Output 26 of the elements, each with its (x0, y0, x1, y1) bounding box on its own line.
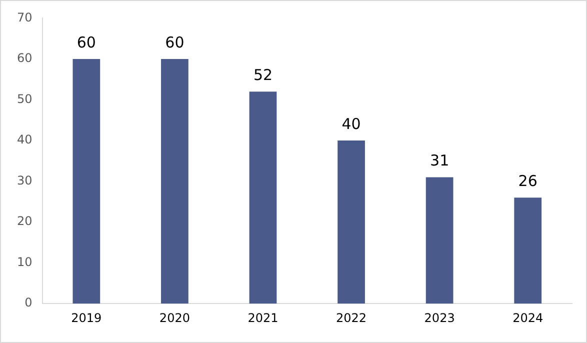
y-tick-label: 0 (24, 296, 32, 310)
data-label: 52 (253, 66, 273, 84)
x-tick-label: 2024 (512, 310, 544, 325)
data-label: 60 (165, 33, 184, 52)
x-tick-label: 2021 (248, 310, 278, 325)
bar (161, 58, 188, 304)
y-tick-label: 50 (16, 92, 32, 106)
bar (249, 92, 277, 304)
bar (72, 58, 100, 304)
bar (426, 177, 454, 304)
y-tick-label: 60 (16, 51, 32, 66)
x-tick-label: 2020 (159, 310, 190, 325)
data-label: 31 (430, 152, 450, 170)
data-label: 60 (76, 33, 96, 52)
x-tick-label: 2023 (424, 310, 455, 325)
data-label: 26 (518, 172, 538, 190)
y-tick-label: 20 (16, 214, 32, 228)
y-tick-label: 10 (16, 254, 32, 269)
y-tick-label: 40 (16, 132, 32, 147)
data-label: 40 (342, 114, 361, 133)
bar (338, 140, 365, 304)
y-tick-label: 30 (16, 173, 32, 188)
x-tick-label: 2019 (71, 310, 102, 325)
x-tick-label: 2022 (336, 310, 367, 325)
y-tick-label: 70 (16, 10, 32, 24)
bar (514, 198, 542, 304)
